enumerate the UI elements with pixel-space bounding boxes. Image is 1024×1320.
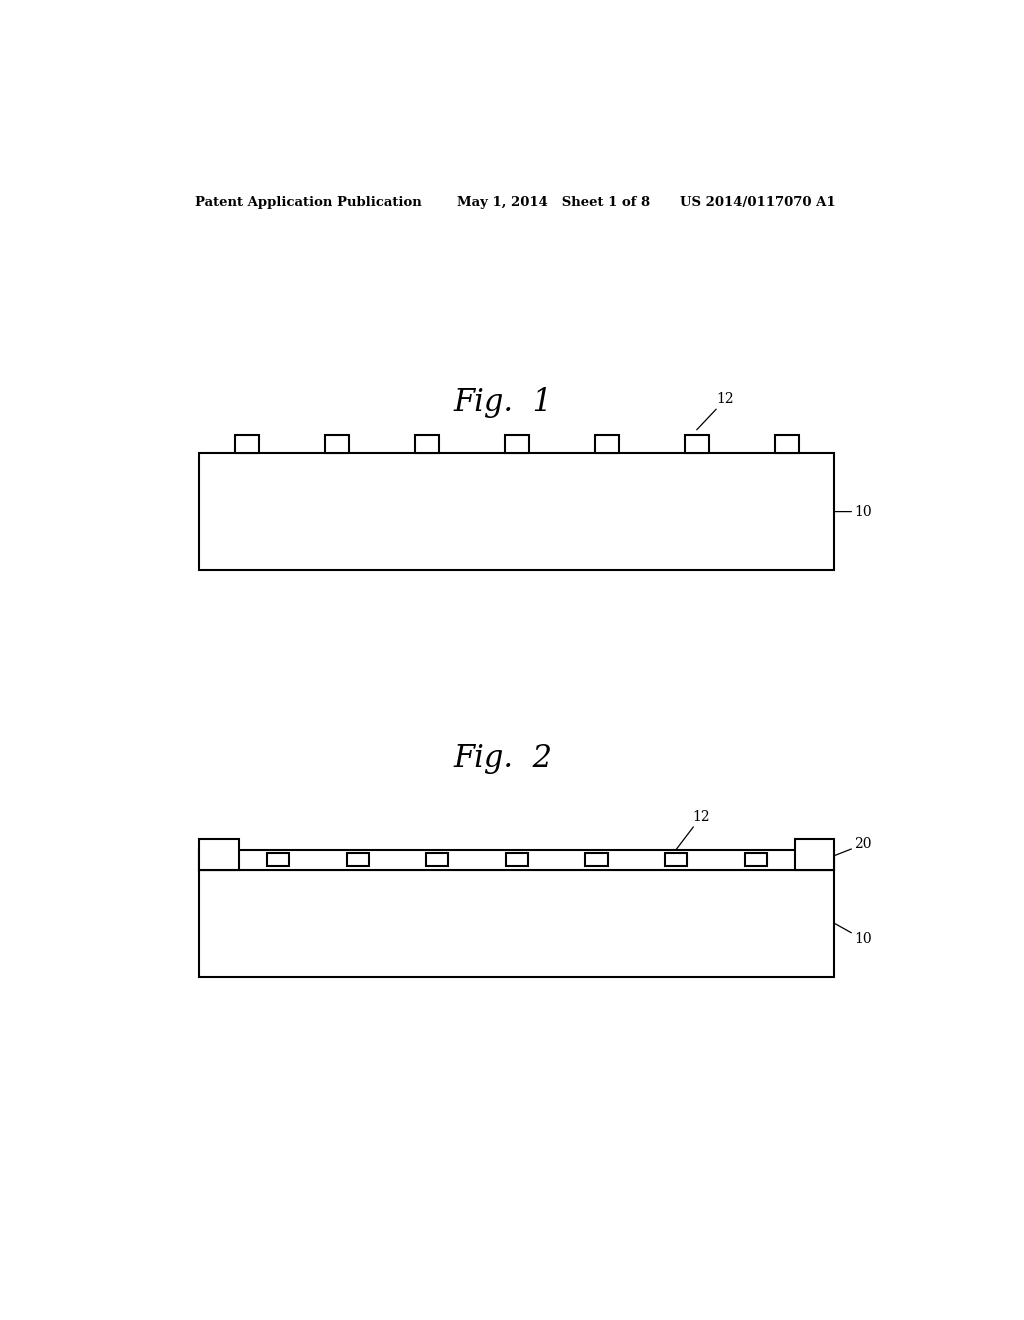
Text: 10: 10: [835, 504, 871, 519]
Bar: [200, 453, 835, 570]
Text: 12: 12: [696, 392, 734, 430]
Bar: [267, 853, 289, 866]
Bar: [685, 434, 709, 453]
Text: May 1, 2014   Sheet 1 of 8: May 1, 2014 Sheet 1 of 8: [458, 195, 650, 209]
Text: 10: 10: [835, 923, 871, 946]
Text: 12: 12: [676, 810, 710, 850]
Bar: [795, 840, 835, 870]
Bar: [200, 850, 835, 870]
Bar: [236, 434, 259, 453]
Text: Fig.  1: Fig. 1: [454, 387, 552, 418]
Bar: [775, 434, 799, 453]
Bar: [200, 870, 835, 977]
Bar: [505, 434, 528, 453]
Text: Patent Application Publication: Patent Application Publication: [196, 195, 422, 209]
Text: Fig.  2: Fig. 2: [454, 743, 552, 774]
Bar: [325, 434, 349, 453]
Bar: [200, 840, 239, 870]
Text: 20: 20: [835, 837, 871, 855]
Bar: [426, 853, 449, 866]
Bar: [506, 853, 528, 866]
Bar: [346, 853, 369, 866]
Bar: [595, 434, 618, 453]
Bar: [744, 853, 767, 866]
Bar: [415, 434, 439, 453]
Bar: [665, 853, 687, 866]
Bar: [586, 853, 607, 866]
Text: US 2014/0117070 A1: US 2014/0117070 A1: [680, 195, 836, 209]
